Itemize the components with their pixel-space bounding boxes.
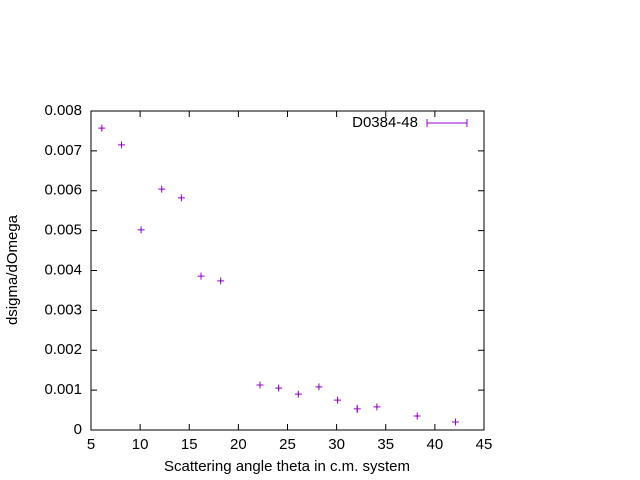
y-tick-label: 0.007 <box>44 142 82 159</box>
plot-frame <box>90 110 485 431</box>
data-point <box>177 194 185 202</box>
x-axis-label: Scattering angle theta in c.m. system <box>164 458 410 475</box>
y-tick-label: 0.001 <box>44 381 82 398</box>
y-tick-label: 0.008 <box>44 102 82 119</box>
data-point <box>413 412 421 420</box>
x-tick-label: 30 <box>328 436 345 453</box>
x-tick-label: 20 <box>230 436 247 453</box>
x-tick-label: 15 <box>181 436 198 453</box>
y-tick-label: 0 <box>74 421 82 438</box>
data-point <box>353 405 361 413</box>
data-point <box>117 141 125 149</box>
data-point <box>256 381 264 389</box>
legend-label: D0384-48 <box>352 114 418 131</box>
x-tick-label: 10 <box>132 436 149 453</box>
data-point <box>334 396 342 404</box>
data-point <box>315 383 323 391</box>
data-point <box>294 390 302 398</box>
data-point <box>158 185 166 193</box>
data-point <box>452 418 460 426</box>
x-tick-label: 35 <box>377 436 394 453</box>
x-tick-label: 25 <box>279 436 296 453</box>
legend-sample <box>426 119 468 127</box>
x-tick-label: 5 <box>87 436 95 453</box>
x-tick-label: 45 <box>476 436 493 453</box>
y-tick-label: 0.003 <box>44 301 82 318</box>
data-point <box>137 226 145 234</box>
data-point <box>98 124 106 132</box>
data-point <box>217 277 225 285</box>
y-tick-label: 0.002 <box>44 341 82 358</box>
y-tick-label: 0.006 <box>44 182 82 199</box>
data-point <box>197 272 205 280</box>
y-tick-label: 0.005 <box>44 222 82 239</box>
y-axis-label: dsigma/dOmega <box>4 214 21 325</box>
x-tick-label: 40 <box>427 436 444 453</box>
data-point <box>275 384 283 392</box>
data-point <box>373 403 381 411</box>
y-tick-label: 0.004 <box>44 261 82 278</box>
